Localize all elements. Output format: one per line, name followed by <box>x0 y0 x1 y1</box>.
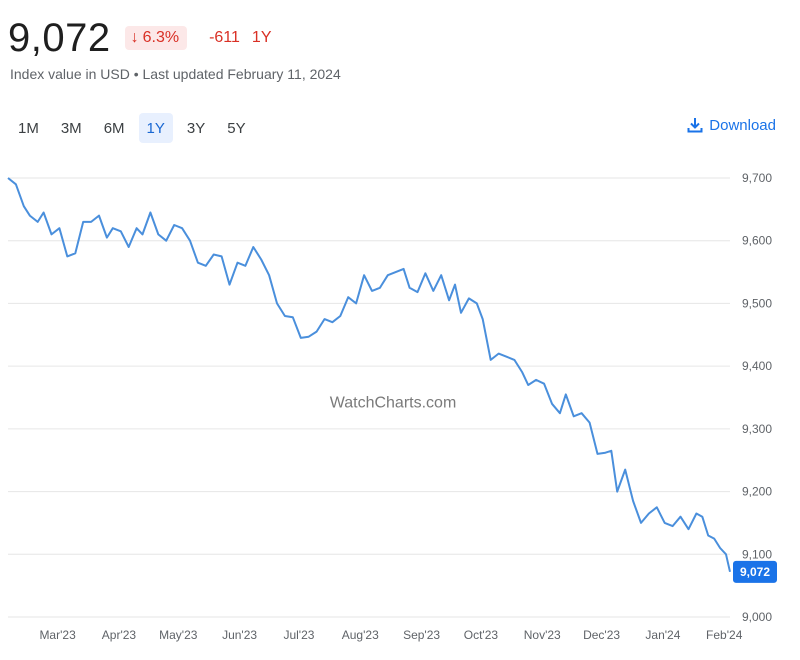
arrow-down-icon: ↓ <box>130 29 139 46</box>
series-line <box>7 177 731 573</box>
range-tab-1y[interactable]: 1Y <box>138 113 173 143</box>
y-tick-label: 9,100 <box>742 547 772 561</box>
x-tick-label: Mar'23 <box>39 628 76 642</box>
grid-layer <box>8 177 730 618</box>
header: 9,072 ↓ 6.3% -611 1Y <box>8 14 272 62</box>
last-value-text: 9,072 <box>740 565 770 579</box>
change-badge: ↓ 6.3% <box>124 26 188 50</box>
x-tick-label: Jun'23 <box>222 628 257 642</box>
y-tick-label: 9,000 <box>742 610 772 624</box>
y-tick-label: 9,400 <box>742 359 772 373</box>
last-value-badge <box>733 560 777 583</box>
x-tick-label: Jul'23 <box>283 628 314 642</box>
range-tab-3m[interactable]: 3M <box>60 119 82 137</box>
range-tab-5y[interactable]: 5Y <box>227 119 246 137</box>
y-tick-label: 9,300 <box>742 422 772 436</box>
x-tick-label: Aug'23 <box>342 628 379 642</box>
subtitle: Index value in USD • Last updated Februa… <box>10 66 341 82</box>
range-tabs: 1M 3M 6M 1Y 3Y 5Y <box>10 113 260 143</box>
y-tick-label: 9,500 <box>742 296 772 310</box>
range-tab-1m[interactable]: 1M <box>18 119 39 137</box>
line-chart: 9,000 9,100 9,200 9,300 9,400 9,500 9,600 9,700… <box>7 171 777 642</box>
y-axis: 9,000 9,100 9,200 9,300 9,400 9,500 9,600 9,700 <box>742 171 772 624</box>
change-percent: 6.3% <box>142 29 180 46</box>
x-tick-label: Dec'23 <box>583 628 620 642</box>
last-value-label: 9,072 <box>733 560 777 583</box>
x-tick-label: Apr'23 <box>102 628 137 642</box>
index-value: 9,072 <box>8 16 111 60</box>
y-tick-label: 9,200 <box>742 485 772 499</box>
x-axis: Mar'23 Apr'23 May'23 Jun'23 Jul'23 Aug'23 Sep'… <box>39 628 742 642</box>
x-tick-label: Feb'24 <box>706 628 743 642</box>
x-tick-label: May'23 <box>159 628 198 642</box>
x-tick-label: Nov'23 <box>524 628 561 642</box>
x-tick-label: Sep'23 <box>403 628 440 642</box>
range-tab-6m[interactable]: 6M <box>103 119 125 137</box>
x-tick-label: Jan'24 <box>645 628 680 642</box>
y-tick-label: 9,600 <box>742 234 772 248</box>
download-icon <box>687 118 703 133</box>
change-absolute: -611 <box>209 29 240 46</box>
download-label: Download <box>709 116 776 134</box>
download-button[interactable]: Download <box>686 116 776 134</box>
x-tick-label: Oct'23 <box>464 628 499 642</box>
watermark: WatchCharts.com <box>330 395 457 412</box>
y-tick-label: 9,700 <box>742 171 772 185</box>
change-period: 1Y <box>251 29 272 46</box>
range-tab-3y[interactable]: 3Y <box>186 119 206 137</box>
